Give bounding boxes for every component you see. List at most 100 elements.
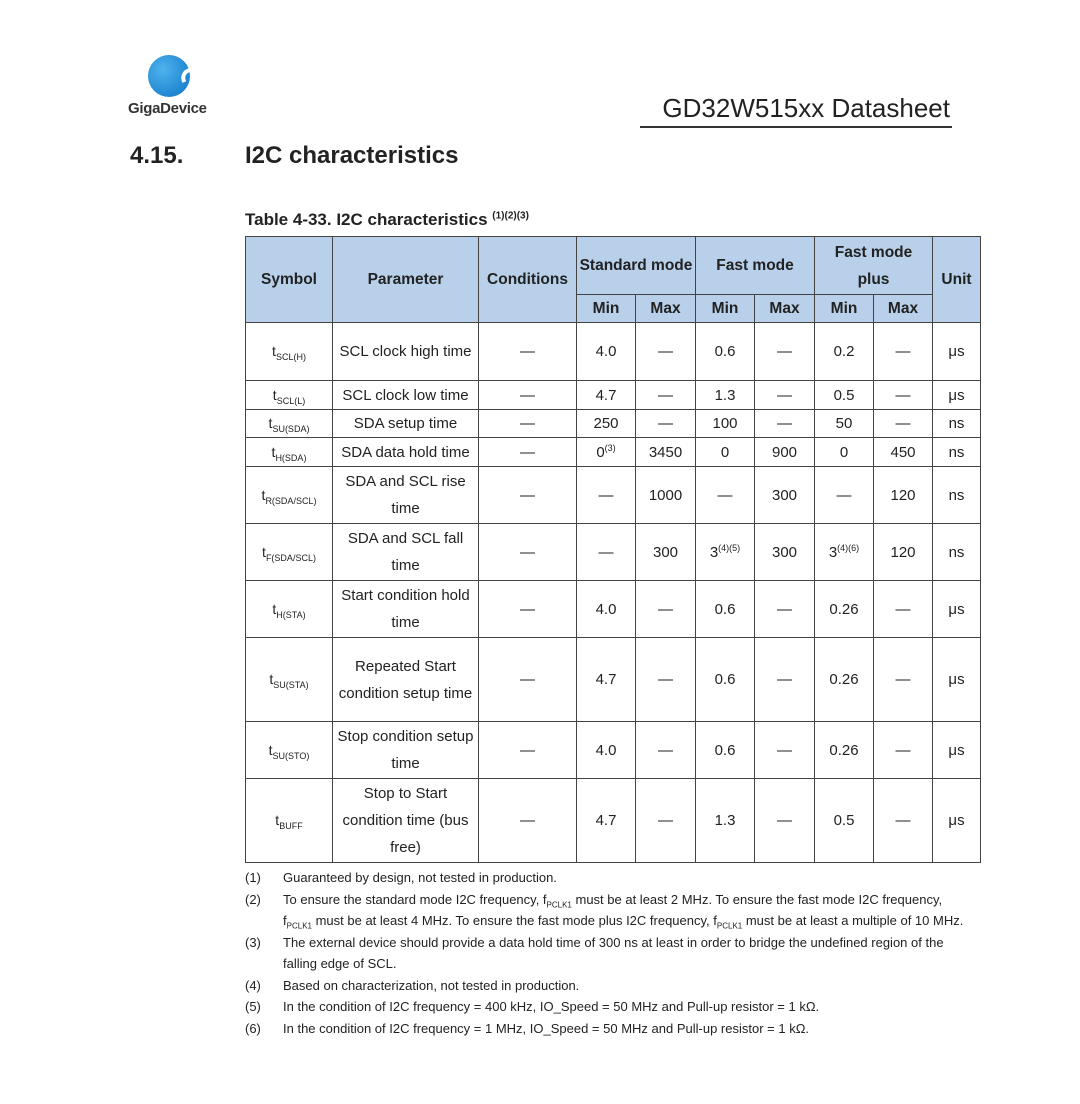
footnote-number: (6) — [245, 1020, 261, 1036]
footnote-segment: The external device should provide a dat… — [283, 934, 944, 972]
conditions-cell: — — [478, 322, 577, 381]
table-row: tSCL(H) SCL clock high time —4.0—0.6—0.2— μ… — [245, 322, 981, 381]
header-fast-mode-plus: Fast mode plus — [814, 236, 933, 295]
symbol-base: t — [268, 415, 273, 431]
footnote-text: Guaranteed by design, not tested in prod… — [283, 867, 557, 889]
conditions-cell: — — [478, 580, 577, 638]
value-cell: 50 — [814, 409, 874, 438]
table-row: tSU(STO) Stop condition setup time —4.0—0.… — [245, 721, 981, 779]
table-row: tH(SDA) SDA data hold time —0(3) 3450 0 900 0 4… — [245, 437, 981, 467]
caption-refs: (1)(2)(3) — [492, 210, 529, 222]
symbol-base: t — [272, 343, 276, 359]
table-row: tH(STA) Start condition hold time —4.0—0.6… — [245, 580, 981, 638]
symbol-cell: tSU(STA) — [245, 637, 333, 722]
symbol-cell: tSCL(L) — [245, 380, 333, 410]
footnote-text: To ensure the standard mode I2C frequenc… — [283, 889, 965, 932]
footnote-segment: must be at least 2 MHz. To ensure the fa… — [283, 891, 943, 929]
value: — — [895, 600, 911, 618]
gigadevice-logo: GigaDevice — [128, 55, 218, 125]
symbol-base: t — [275, 812, 280, 828]
symbol-subscript: R(SDA/SCL) — [265, 495, 317, 506]
value: — — [658, 415, 673, 432]
header-fast-mode: Fast mode — [695, 236, 815, 295]
value: — — [777, 600, 792, 618]
header-min: Min — [814, 294, 874, 323]
value: — — [658, 600, 673, 618]
section-title: I2C characteristics — [245, 142, 459, 169]
value-cell: — — [754, 380, 815, 410]
value-cell: 3(4)(6) — [814, 523, 874, 581]
value: — — [777, 386, 792, 404]
value: 4.7 — [595, 671, 617, 688]
value-cell: — — [576, 523, 636, 581]
value: — — [895, 343, 911, 360]
symbol-subscript: F(SDA/SCL) — [265, 552, 316, 563]
value-cell: — — [873, 721, 933, 779]
value-cell: — — [873, 380, 933, 410]
value: 120 — [890, 486, 916, 504]
header-max: Max — [635, 294, 696, 323]
value: 0.6 — [714, 600, 736, 618]
value: 450 — [890, 443, 916, 461]
footnote-segment: To ensure the standard mode I2C frequenc… — [283, 891, 547, 907]
footnote-number: (3) — [245, 934, 261, 950]
value: 900 — [771, 443, 798, 461]
footnote-subscript: PCLK1 — [286, 921, 312, 931]
document-title: GD32W515xx Datasheet — [662, 93, 950, 123]
symbol-subscript: SU(STO) — [272, 750, 310, 761]
unit-cell: ns — [932, 466, 981, 524]
value: — — [895, 415, 911, 432]
symbol-subscript: SU(SDA) — [272, 423, 310, 434]
conditions-cell: — — [478, 409, 577, 438]
value-cell: — — [873, 580, 933, 638]
header-unit: Unit — [932, 236, 981, 323]
parameter-cell: SCL clock low time — [332, 380, 479, 410]
value: 0 — [720, 443, 730, 461]
symbol-cell: tSCL(H) — [245, 322, 333, 381]
value: — — [658, 812, 673, 829]
symbol-cell: tH(SDA) — [245, 437, 333, 467]
footnote-text: In the condition of I2C frequency = 400 … — [283, 996, 819, 1018]
value-cell: 250 — [576, 409, 636, 438]
value-note-ref: (4)(5) — [718, 542, 741, 553]
value-cell: 120 — [873, 523, 933, 581]
value-cell: 4.7 — [576, 778, 636, 863]
value: 0 — [839, 443, 849, 461]
value: 100 — [712, 415, 738, 432]
value: 0 — [596, 443, 605, 461]
value-cell: 4.0 — [576, 322, 636, 381]
value: — — [777, 671, 792, 688]
value-cell: — — [754, 637, 815, 722]
value-cell: 0 — [695, 437, 755, 467]
value-note-ref: (3) — [604, 442, 616, 453]
symbol-cell: tSU(STO) — [245, 721, 333, 779]
value: 120 — [890, 543, 916, 561]
unit-cell: ns — [932, 409, 981, 438]
symbol-cell: tR(SDA/SCL) — [245, 466, 333, 524]
parameter-cell: SDA setup time — [332, 409, 479, 438]
value-cell: — — [754, 721, 815, 779]
value: 0.26 — [829, 741, 859, 759]
footnote: (6) In the condition of I2C frequency = 1… — [245, 1018, 965, 1040]
table-row: tBUFF Stop to Start condition time (bus f… — [245, 778, 981, 863]
value-cell: — — [635, 637, 696, 722]
value-cell: 4.7 — [576, 637, 636, 722]
value-cell: 0.26 — [814, 580, 874, 638]
value: 0.6 — [714, 671, 736, 688]
footnote-subscript: PCLK1 — [546, 900, 572, 910]
footnote-subscript: PCLK1 — [716, 921, 743, 931]
value: — — [658, 386, 673, 404]
symbol-subscript: BUFF — [279, 820, 303, 831]
value-cell: 0.6 — [695, 580, 755, 638]
value-cell: — — [754, 409, 815, 438]
footnote-text: Based on characterization, not tested in… — [283, 975, 579, 997]
footnote-number: (2) — [245, 891, 261, 907]
value-cell: 450 — [873, 437, 933, 467]
value-cell: 4.7 — [576, 380, 636, 410]
value-cell: — — [873, 778, 933, 863]
value: — — [717, 486, 733, 504]
value: 0.6 — [714, 343, 736, 360]
value-cell: — — [754, 778, 815, 863]
footnote: (3) The external device should provide a … — [245, 932, 965, 975]
footnote: (4) Based on characterization, not tested… — [245, 975, 965, 997]
